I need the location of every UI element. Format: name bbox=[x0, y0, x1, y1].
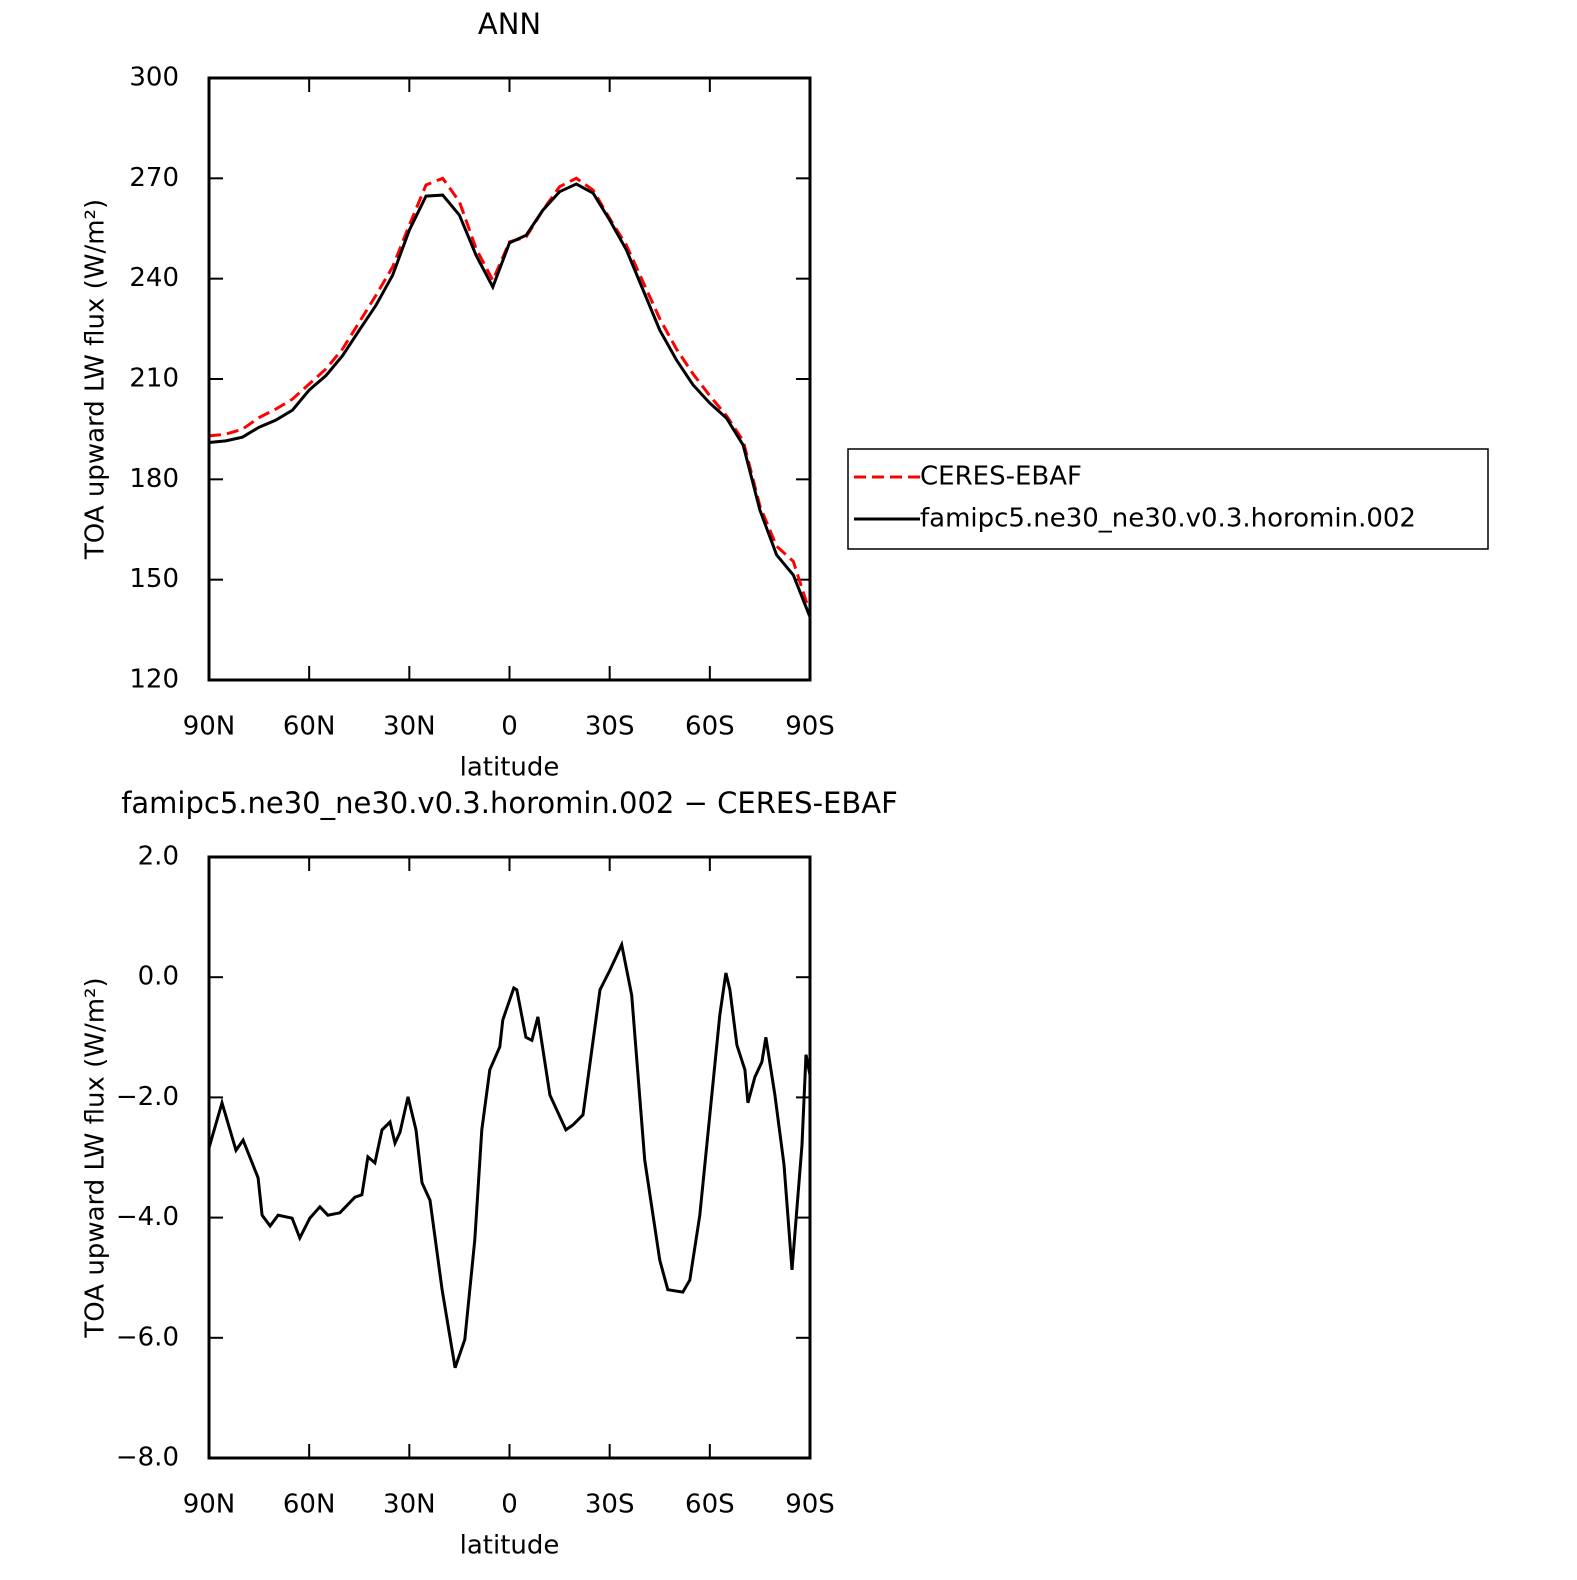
y-tick-label: 300 bbox=[129, 63, 179, 93]
x-tick-label: 30N bbox=[383, 712, 436, 742]
x-axis-label: latitude bbox=[460, 1531, 560, 1561]
x-tick-label: 90S bbox=[785, 1490, 835, 1520]
y-tick-label: −6.0 bbox=[116, 1322, 179, 1352]
x-tick-label: 30S bbox=[585, 1490, 635, 1520]
y-tick-label: 180 bbox=[129, 464, 179, 494]
plot-frame bbox=[207, 855, 812, 1460]
y-tick-label: 2.0 bbox=[138, 842, 179, 872]
y-tick-label: 270 bbox=[129, 163, 179, 193]
y-tick-label: 120 bbox=[129, 665, 179, 695]
y-tick-label: −4.0 bbox=[116, 1202, 179, 1232]
x-tick-label: 30N bbox=[383, 1490, 436, 1520]
x-tick-label: 60S bbox=[685, 712, 735, 742]
legend-label: famipc5.ne30_ne30.v0.3.horomin.002 bbox=[920, 504, 1416, 534]
x-tick-label: 90N bbox=[183, 712, 236, 742]
x-tick-label: 0 bbox=[501, 712, 518, 742]
y-axis-label: TOA upward LW flux (W/m²) bbox=[81, 977, 111, 1338]
y-tick-label: 210 bbox=[129, 364, 179, 394]
y-tick-label: 0.0 bbox=[138, 962, 179, 992]
y-axis-label: TOA upward LW flux (W/m²) bbox=[81, 199, 111, 560]
data-line bbox=[208, 182, 812, 618]
y-tick-label: 150 bbox=[129, 564, 179, 594]
x-tick-label: 90S bbox=[785, 712, 835, 742]
plot-frame bbox=[207, 76, 812, 682]
x-tick-label: 30S bbox=[585, 712, 635, 742]
y-tick-label: −8.0 bbox=[116, 1443, 179, 1473]
chart-title: ANN bbox=[478, 7, 541, 41]
x-tick-label: 60S bbox=[685, 1490, 735, 1520]
x-tick-label: 0 bbox=[501, 1490, 518, 1520]
data-line bbox=[207, 939, 812, 1369]
x-axis-label: latitude bbox=[460, 753, 560, 783]
x-tick-label: 60N bbox=[283, 1490, 336, 1520]
y-tick-label: −2.0 bbox=[116, 1082, 179, 1112]
x-tick-label: 90N bbox=[183, 1490, 236, 1520]
y-tick-label: 240 bbox=[129, 263, 179, 293]
legend-label: CERES-EBAF bbox=[920, 462, 1082, 492]
chart-title: famipc5.ne30_ne30.v0.3.horomin.002 − CER… bbox=[121, 786, 898, 820]
x-tick-label: 60N bbox=[283, 712, 336, 742]
legend-box bbox=[847, 448, 1489, 550]
